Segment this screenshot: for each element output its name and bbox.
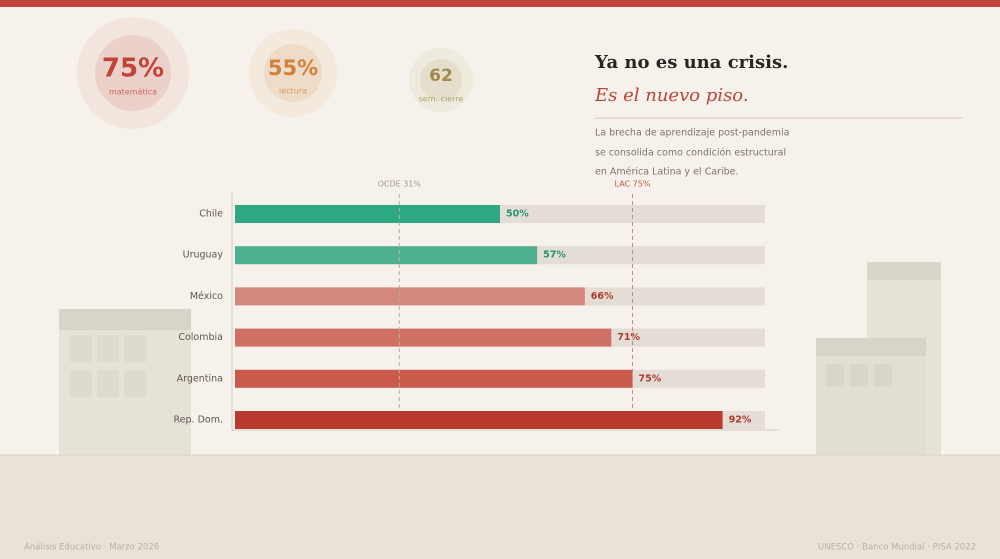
- window: [97, 370, 119, 397]
- category-label: Colombia: [178, 332, 223, 343]
- stat-value: 75%: [102, 54, 164, 84]
- category-label: Rep. Dom.: [174, 415, 224, 426]
- value-label: 50%: [506, 209, 529, 220]
- value-label: 57%: [543, 250, 566, 261]
- bar: [235, 369, 633, 388]
- window: [70, 335, 92, 362]
- top-stripe: [0, 0, 1000, 7]
- bar: [235, 328, 612, 347]
- category-label: Chile: [199, 209, 223, 220]
- window: [124, 370, 146, 397]
- stat-halo: [77, 17, 189, 129]
- value-label: 71%: [617, 332, 640, 343]
- footer-right: UNESCO · Banco Mundial · PISA 2022: [818, 543, 976, 553]
- value-label: 92%: [729, 415, 752, 426]
- stat-core: [420, 59, 462, 101]
- window: [97, 335, 119, 362]
- buildings: [59, 262, 941, 457]
- description: se consolida como condición estructural: [595, 148, 786, 159]
- building-roof: [59, 309, 191, 330]
- stat-core: [264, 44, 322, 102]
- category-label: México: [190, 291, 223, 302]
- building-roof: [867, 262, 941, 280]
- reference-label: LAC 75%: [615, 180, 651, 189]
- stat-halo: [249, 29, 337, 117]
- description: La brecha de aprendizaje post-pandemia: [595, 128, 790, 139]
- value-label: 75%: [639, 373, 662, 384]
- footer-left: Análisis Educativo · Marzo 2026: [24, 543, 159, 553]
- description: en América Latina y el Caribe.: [595, 167, 738, 178]
- bar: [235, 246, 538, 265]
- bar: [235, 205, 500, 223]
- window: [850, 364, 868, 387]
- stat-halo: [409, 48, 473, 112]
- stat-value: 55%: [268, 56, 318, 80]
- building: [816, 338, 926, 457]
- category-label: Uruguay: [183, 250, 224, 261]
- building-roof: [816, 338, 926, 356]
- stat-core: [95, 35, 171, 111]
- stat-label: matemática: [109, 88, 157, 97]
- reference-label: OCDE 31%: [378, 180, 422, 189]
- value-label: 66%: [591, 291, 614, 302]
- stat-label: lectura: [279, 87, 307, 96]
- bar: [235, 287, 585, 306]
- window: [70, 370, 92, 397]
- window: [874, 364, 892, 387]
- ground: [0, 455, 1000, 559]
- title: Ya no es una crisis.: [594, 52, 788, 73]
- subtitle: Es el nuevo piso.: [594, 85, 749, 106]
- stat-label: sem. cierre: [419, 95, 464, 104]
- bar: [235, 411, 723, 429]
- window: [124, 335, 146, 362]
- category-label: Argentina: [177, 373, 223, 384]
- window: [826, 364, 844, 387]
- stat-value: 62: [429, 66, 453, 86]
